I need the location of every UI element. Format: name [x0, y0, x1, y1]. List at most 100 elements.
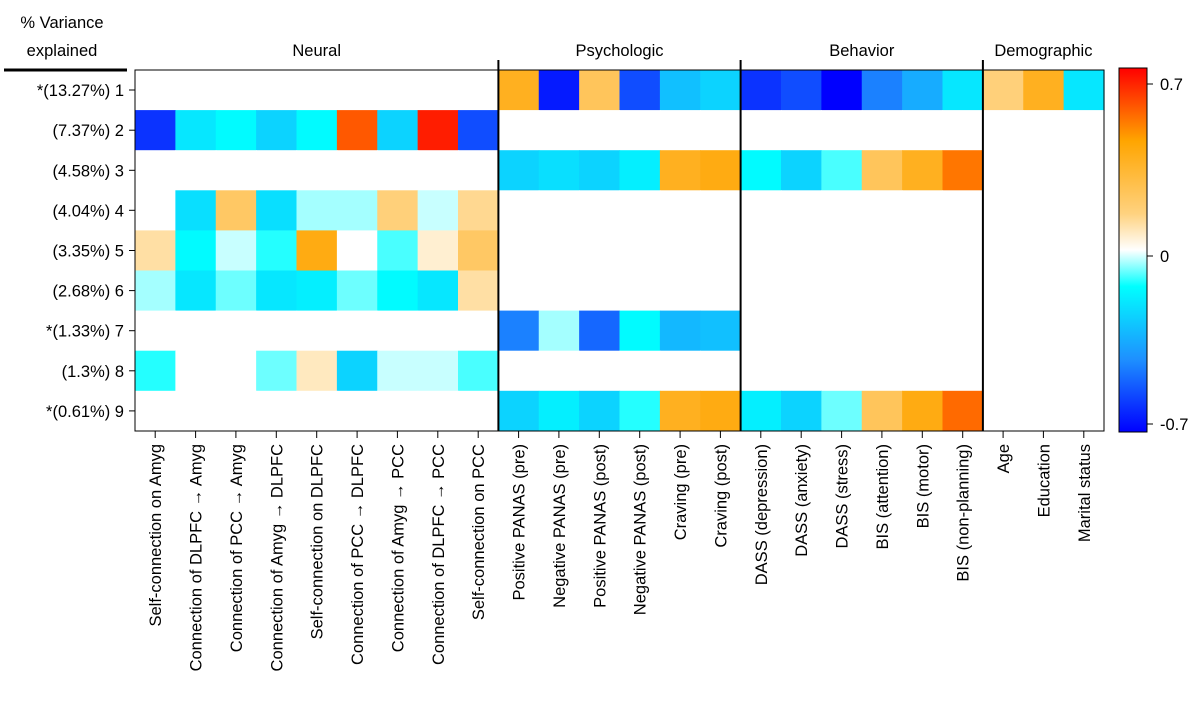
column-label: Connection of PCC → DLPFC	[349, 444, 367, 665]
heatmap-cell	[1064, 110, 1105, 151]
heatmap-cell	[902, 70, 943, 111]
heatmap-cell	[539, 391, 580, 432]
heatmap-cell	[579, 351, 620, 392]
heatmap-cell	[216, 351, 257, 392]
heatmap-cell	[983, 391, 1024, 432]
heatmap-cell	[902, 391, 943, 432]
column-label: Craving (post)	[712, 444, 730, 548]
heatmap-cell	[902, 311, 943, 352]
heatmap-cell	[418, 70, 459, 111]
heatmap-cell	[1023, 351, 1064, 392]
heatmap-cell	[175, 70, 216, 111]
heatmap-cell	[175, 271, 216, 312]
heatmap-cell	[216, 110, 257, 151]
column-label: Connection of Amyg → DLPFC	[268, 444, 286, 672]
heatmap-cell	[297, 271, 338, 312]
heatmap-cell	[700, 230, 741, 271]
heatmap-cell	[175, 391, 216, 432]
heatmap-cell	[498, 190, 539, 231]
heatmap-cell	[781, 391, 822, 432]
heatmap-cell	[862, 190, 903, 231]
heatmap-cell	[1064, 150, 1105, 191]
heatmap-cell	[1064, 230, 1105, 271]
heatmap-cell	[983, 271, 1024, 312]
heatmap-cell	[458, 190, 499, 231]
heatmap-cell	[297, 150, 338, 191]
column-label: DASS (depression)	[753, 444, 771, 585]
heatmap-cell	[377, 271, 418, 312]
heatmap-cell	[175, 351, 216, 392]
group-label: Behavior	[829, 42, 895, 60]
heatmap-cell	[741, 110, 782, 151]
heatmap-cell	[135, 391, 176, 432]
heatmap-cell	[418, 110, 459, 151]
heatmap-cell	[660, 150, 701, 191]
heatmap-cell	[135, 70, 176, 111]
column-label: Self-connection on PCC	[470, 444, 488, 620]
heatmap-cell	[579, 311, 620, 352]
heatmap-cell	[781, 190, 822, 231]
heatmap-cell	[943, 391, 984, 432]
heatmap-cell	[1023, 311, 1064, 352]
heatmap-cell	[983, 70, 1024, 111]
heatmap-cell	[256, 150, 297, 191]
column-label: Craving (pre)	[672, 444, 690, 540]
column-label: BIS (attention)	[874, 444, 892, 549]
heatmap-cell	[983, 110, 1024, 151]
heatmap-cell	[902, 150, 943, 191]
heatmap-cell	[579, 110, 620, 151]
heatmap-cell	[741, 190, 782, 231]
heatmap-cell	[943, 190, 984, 231]
heatmap-cell	[539, 230, 580, 271]
heatmap-cell	[135, 271, 176, 312]
row-label: (7.37%) 2	[52, 122, 124, 140]
heatmap-cell	[1064, 311, 1105, 352]
heatmap-cell	[175, 230, 216, 271]
heatmap-cell	[821, 351, 862, 392]
heatmap-cell	[498, 311, 539, 352]
heatmap-cell	[135, 150, 176, 191]
heatmap-cell	[458, 311, 499, 352]
heatmap-cell	[862, 70, 903, 111]
heatmap-cell	[943, 150, 984, 191]
heatmap-cell	[620, 351, 661, 392]
heatmap-cell	[1023, 150, 1064, 191]
heatmap-cell	[1064, 271, 1105, 312]
heatmap-cell	[377, 391, 418, 432]
heatmap-cell	[297, 110, 338, 151]
heatmap-cell	[862, 150, 903, 191]
column-label: Self-connection on DLPFC	[309, 444, 327, 639]
heatmap-cell	[579, 70, 620, 111]
heatmap-cell	[498, 271, 539, 312]
heatmap-cell	[1064, 391, 1105, 432]
heatmap-cell	[256, 311, 297, 352]
heatmap-cell	[216, 311, 257, 352]
heatmap-cell	[902, 230, 943, 271]
row-label: (2.68%) 6	[52, 283, 124, 301]
heatmap-cell	[620, 150, 661, 191]
heatmap-cell	[256, 110, 297, 151]
group-label: Demographic	[994, 42, 1092, 60]
column-label: Marital status	[1076, 444, 1094, 542]
column-label: Negative PANAS (pre)	[551, 444, 569, 608]
heatmap-cell	[821, 391, 862, 432]
row-label: *(0.61%) 9	[46, 403, 124, 421]
heatmap-cell	[1023, 391, 1064, 432]
heatmap-cell	[660, 391, 701, 432]
heatmap-cell	[256, 351, 297, 392]
group-label: Neural	[292, 42, 341, 60]
column-label: Age	[995, 444, 1013, 473]
heatmap-cell	[216, 190, 257, 231]
column-label: BIS (motor)	[914, 444, 932, 528]
column-label: Positive PANAS (post)	[591, 444, 609, 608]
heatmap-cell	[175, 150, 216, 191]
group-label: Psychologic	[575, 42, 663, 60]
heatmap-cell	[418, 351, 459, 392]
heatmap-cell	[700, 391, 741, 432]
colorbar-tick-label: 0	[1160, 248, 1169, 266]
heatmap-cell	[135, 351, 176, 392]
heatmap-cell	[660, 351, 701, 392]
heatmap-cell	[741, 70, 782, 111]
heatmap-cell	[418, 311, 459, 352]
heatmap-cell	[337, 271, 378, 312]
